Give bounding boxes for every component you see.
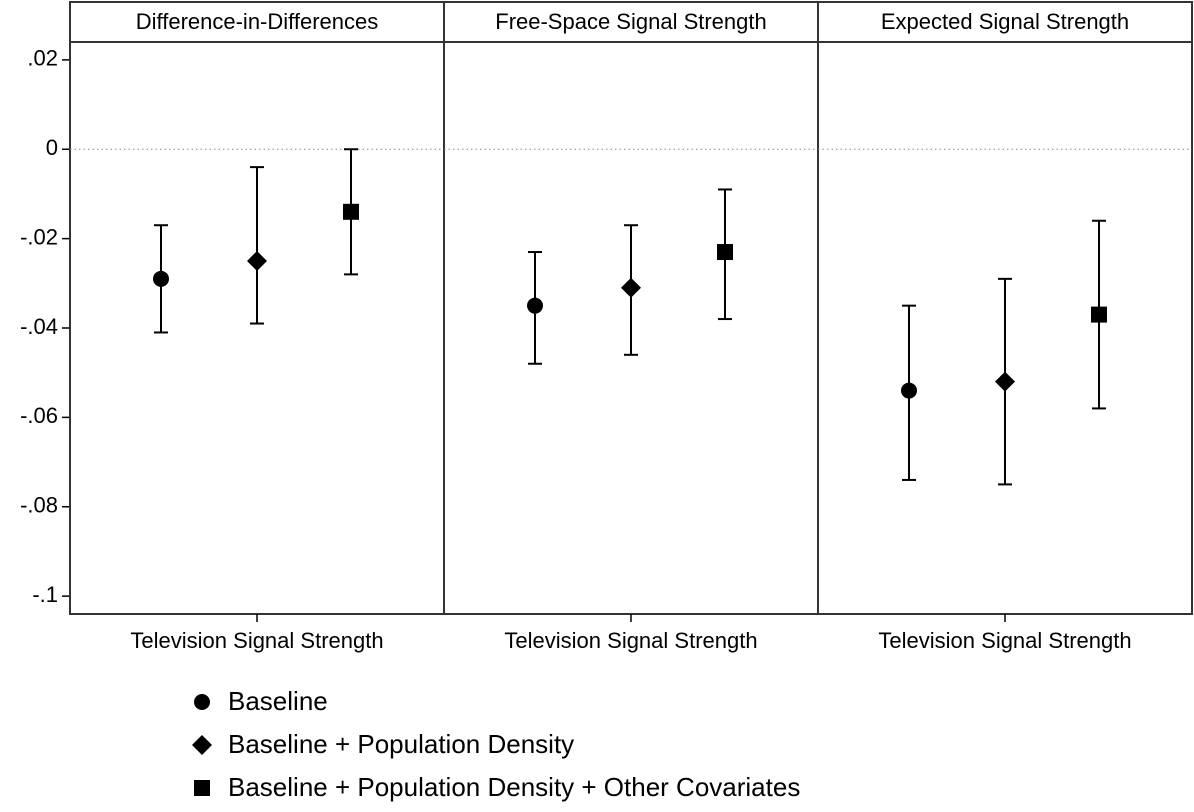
point [1091,306,1107,323]
y-tick-label: -.08 [20,493,58,518]
legend-label: Baseline + Population Density + Other Co… [228,772,800,802]
x-tick-label: Television Signal Strength [504,628,757,653]
panel-header [443,1,819,43]
x-tick-label: Television Signal Strength [878,628,1131,653]
y-tick-label: -.06 [20,403,58,428]
legend-marker [194,780,210,796]
legend-marker [194,694,210,710]
y-tick-label: .02 [27,46,58,71]
point [527,297,543,314]
legend-label: Baseline [228,686,328,716]
panel-header [817,1,1193,43]
y-tick-label: 0 [46,135,58,160]
panel-frame [69,41,445,615]
point [717,244,733,261]
y-tick-label: -.04 [20,314,58,339]
y-tick-label: -.02 [20,224,58,249]
panel-title: Difference-in-Differences [136,9,379,34]
y-tick-label: -.1 [32,582,58,607]
point [621,277,641,298]
legend-label: Baseline + Population Density [228,729,574,759]
point [247,250,267,271]
point [343,203,359,220]
point [153,270,169,287]
point [995,371,1015,392]
point [901,382,917,399]
legend-marker [192,735,212,755]
x-tick-label: Television Signal Strength [130,628,383,653]
panel-title: Expected Signal Strength [881,9,1129,34]
panel-title: Free-Space Signal Strength [495,9,767,34]
